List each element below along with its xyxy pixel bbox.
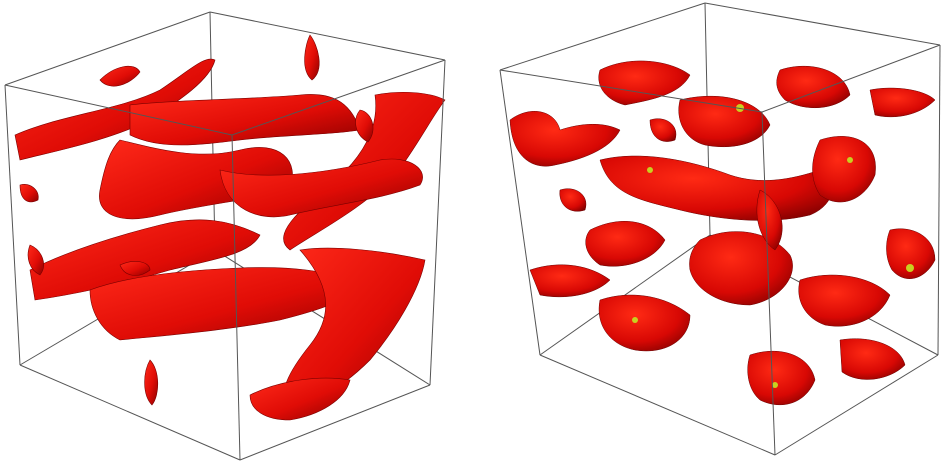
left-cube-front (4, 59, 446, 461)
right-vortex-structures (509, 60, 936, 406)
highlight (847, 157, 853, 163)
highlight (772, 382, 778, 388)
highlight (906, 264, 914, 272)
highlight (647, 167, 653, 173)
right-cube-front (499, 44, 941, 456)
left-vortex-tubes (14, 34, 446, 421)
highlight (632, 317, 638, 323)
